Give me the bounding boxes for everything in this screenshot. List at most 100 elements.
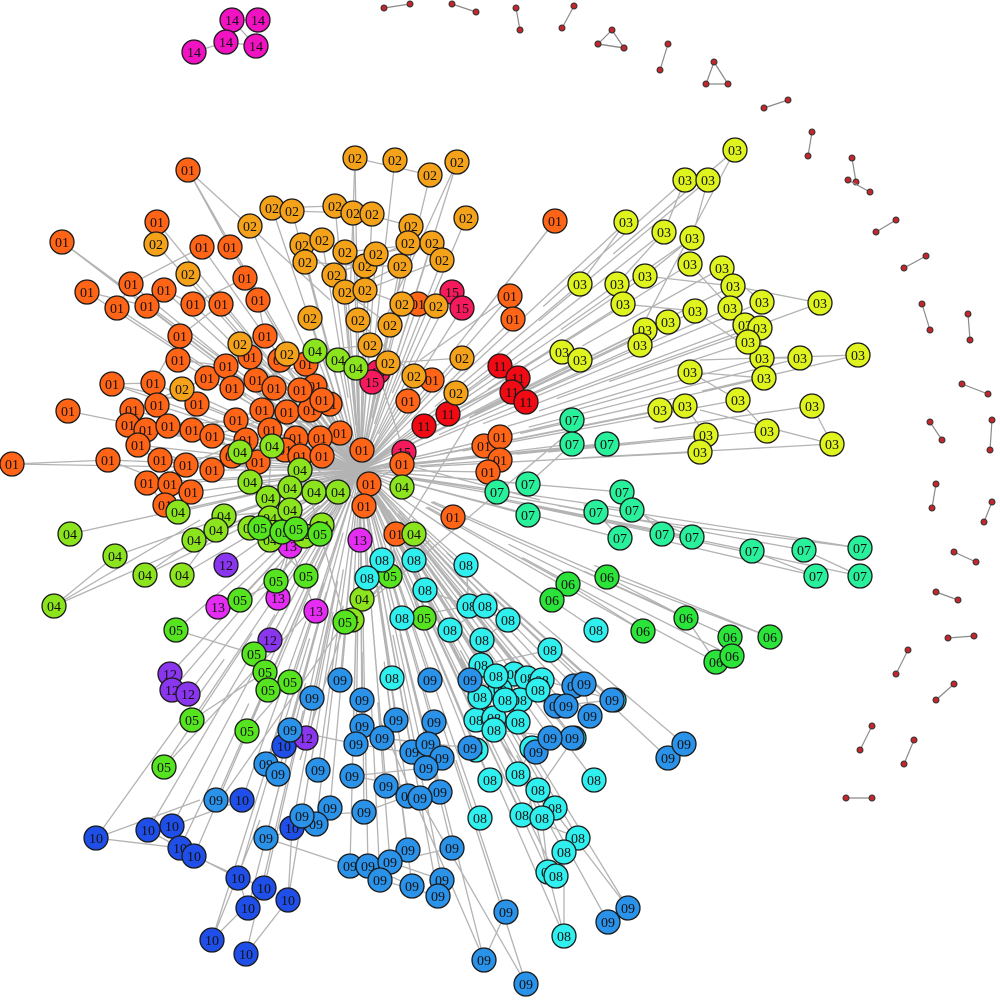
edge	[411, 518, 551, 651]
node-circle	[423, 293, 449, 319]
edge	[443, 231, 665, 406]
node-circle	[803, 563, 829, 589]
node-circle	[651, 219, 677, 245]
edge	[673, 535, 861, 577]
node-circle	[407, 785, 433, 811]
node-community-05: 05	[179, 707, 205, 733]
node-circle	[74, 279, 100, 305]
node-circle	[234, 718, 260, 744]
node-community-08: 08	[581, 767, 607, 793]
node-circle	[208, 291, 234, 317]
isolated-node	[988, 498, 996, 506]
node-community-02: 02	[359, 201, 385, 227]
node-community-08: 08	[453, 552, 479, 578]
node-circle	[332, 239, 358, 265]
node-circle	[189, 234, 215, 260]
edge	[130, 246, 203, 285]
pair-edge	[597, 43, 625, 49]
node-circle	[199, 457, 225, 483]
node-circle	[493, 899, 519, 925]
pair-edge	[859, 725, 873, 751]
node-community-09: 09	[471, 947, 497, 973]
node-community-07: 07	[484, 479, 510, 505]
node-community-10: 10	[199, 927, 225, 953]
node-circle	[283, 516, 309, 542]
node-circle	[194, 365, 220, 391]
node-community-07: 07	[559, 431, 585, 457]
edge	[430, 501, 687, 619]
node-circle	[307, 521, 333, 547]
isolated-node	[938, 436, 946, 444]
node-community-11: 11	[411, 413, 437, 439]
node-community-07: 07	[594, 431, 620, 457]
node-community-09: 09	[595, 909, 621, 935]
isolated-node	[892, 216, 900, 224]
node-community-04: 04	[259, 433, 285, 459]
edge	[547, 430, 768, 453]
edge	[53, 555, 116, 607]
edge	[305, 581, 339, 739]
node-circle	[453, 552, 479, 578]
node-circle	[673, 605, 699, 631]
node-circle	[439, 835, 465, 861]
node-circle	[513, 389, 539, 415]
node-circle	[345, 307, 371, 333]
pair-edge	[935, 683, 955, 701]
node-community-03: 03	[627, 332, 653, 358]
node-community-01: 01	[217, 234, 243, 260]
node-community-08: 08	[543, 863, 569, 889]
node-circle	[104, 295, 130, 321]
node-community-03: 03	[819, 431, 845, 457]
node-community-08: 08	[505, 709, 531, 735]
node-community-08: 08	[483, 663, 509, 689]
node-circle	[235, 895, 261, 921]
node-circle	[615, 895, 641, 921]
edge	[402, 472, 623, 493]
pair-edge	[947, 635, 975, 639]
node-circle	[421, 709, 447, 735]
node-community-07: 07	[739, 538, 765, 564]
node-community-09: 09	[577, 703, 603, 729]
node-circle	[682, 298, 708, 324]
edge	[359, 318, 514, 471]
pair-edge	[561, 5, 575, 29]
node-circle	[389, 605, 415, 631]
node-circle	[292, 249, 318, 275]
node-community-04: 04	[343, 355, 369, 381]
node-circle	[559, 725, 585, 751]
node-community-02: 02	[297, 305, 323, 331]
node-circle	[567, 271, 593, 297]
node-circle	[395, 388, 421, 414]
node-community-07: 07	[515, 471, 541, 497]
node-circle	[389, 451, 415, 477]
node-community-01: 01	[208, 291, 234, 317]
node-circle	[325, 479, 351, 505]
node-circle	[369, 547, 395, 573]
edge	[11, 459, 111, 465]
node-circle	[332, 609, 358, 635]
node-circle	[359, 369, 385, 395]
node-community-01: 01	[287, 377, 313, 403]
node-community-08: 08	[412, 577, 438, 603]
edge	[452, 263, 691, 413]
node-circle	[505, 761, 531, 787]
node-circle	[525, 677, 551, 703]
node-circle	[387, 253, 413, 279]
node-circle	[500, 306, 526, 332]
node-circle	[227, 587, 253, 613]
node-community-05: 05	[283, 516, 309, 542]
node-community-01: 01	[144, 392, 170, 418]
node-community-09: 09	[343, 731, 369, 757]
node-community-05: 05	[234, 718, 260, 744]
node-circle	[725, 387, 751, 413]
node-circle	[411, 413, 437, 439]
node-circle	[581, 767, 607, 793]
node-circle	[57, 521, 83, 547]
node-community-01: 01	[49, 229, 75, 255]
node-community-09: 09	[289, 803, 315, 829]
node-community-05: 05	[277, 669, 303, 695]
node-circle	[165, 347, 191, 373]
node-circle	[607, 525, 633, 551]
isolated-node	[868, 794, 876, 802]
node-circle	[720, 273, 746, 299]
